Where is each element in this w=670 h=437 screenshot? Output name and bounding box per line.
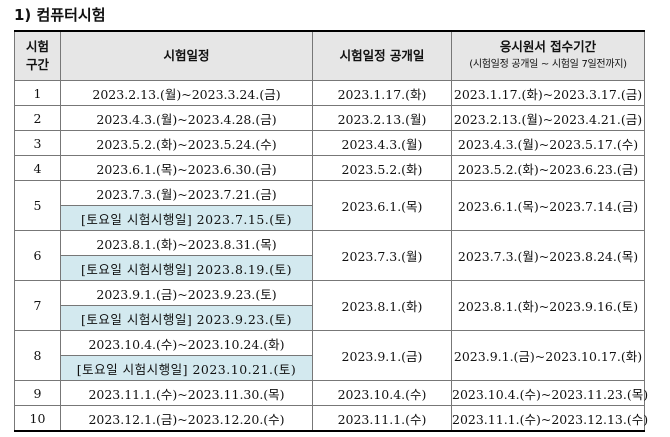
open-date: 2023.10.4.(수) [312,380,452,406]
application-period: 2023.1.17.(화)~2023.3.17.(금) [451,80,645,106]
section-number: 7 [14,280,61,331]
exam-schedule: 2023.12.1.(금)~2023.12.20.(수) [60,405,313,432]
open-date: 2023.9.1.(금) [312,330,452,381]
application-period: 2023.6.1.(목)~2023.7.14.(금) [451,180,645,231]
application-period: 2023.10.4.(수)~2023.11.23.(목) [451,380,648,406]
section-number: 1 [14,80,61,106]
open-date: 2023.2.13.(월) [312,105,452,131]
application-period: 2023.5.2.(화)~2023.6.23.(금) [451,155,645,181]
exam-schedule: 2023.6.1.(목)~2023.6.30.(금) [60,155,313,181]
saturday-exam-date: [토요일 시험시행일] 2023.9.23.(토) [60,305,313,331]
table-row: 4 2023.6.1.(목)~2023.6.30.(금) 2023.5.2.(화) 2… [14,155,645,181]
exam-schedule: 2023.9.1.(금)~2023.9.23.(토) [60,280,313,306]
exam-schedule: 2023.5.2.(화)~2023.5.24.(수) [60,130,313,156]
open-date: 2023.8.1.(화) [312,280,452,331]
open-date: 2023.7.3.(월) [312,230,452,281]
exam-schedule: 2023.2.13.(월)~2023.3.24.(금) [60,80,313,106]
header-application-period: 응시원서 접수기간 (시험일정 공개일 ~ 시험일 7일전까지) [451,30,645,81]
exam-schedule: 2023.10.4.(수)~2023.10.24.(화) [60,330,313,356]
table-body: 1 2023.2.13.(월)~2023.3.24.(금) 2023.1.17.(화… [14,80,648,432]
exam-schedule: 2023.11.1.(수)~2023.11.30.(목) [60,380,313,406]
section-title: 1) 컴퓨터시험 [14,6,106,24]
section-number: 5 [14,180,61,231]
section-number: 8 [14,330,61,381]
open-date: 2023.4.3.(월) [312,130,452,156]
application-period: 2023.11.1.(수)~2023.12.13.(수) [451,405,648,432]
open-date: 2023.5.2.(화) [312,155,452,181]
section-number: 10 [14,405,61,432]
open-date: 2023.11.1.(수) [312,405,452,432]
table-row: 9 2023.11.1.(수)~2023.11.30.(목) 2023.10.4.(… [14,380,648,406]
table-row: 5 2023.7.3.(월)~2023.7.21.(금) 2023.6.1.(목) 2… [14,180,645,231]
section-number: 4 [14,155,61,181]
section-number: 6 [14,230,61,281]
exam-schedule: 2023.8.1.(화)~2023.8.31.(목) [60,230,313,256]
table-row: 1 2023.2.13.(월)~2023.3.24.(금) 2023.1.17.(화… [14,80,645,106]
open-date: 2023.6.1.(목) [312,180,452,231]
header-schedule: 시험일정 [60,30,313,81]
header-application-line2: (시험일정 공개일 ~ 시험일 7일전까지) [469,59,627,70]
table-row-saturday: [토요일 시험시행일] 2023.8.19.(토) [15,255,645,281]
table-row-saturday: [토요일 시험시행일] 2023.10.21.(토) [15,355,645,381]
application-period: 2023.7.3.(월)~2023.8.24.(목) [451,230,645,281]
header-section-line1: 시험 [25,39,49,54]
saturday-exam-date: [토요일 시험시행일] 2023.10.21.(토) [60,355,313,381]
table-row: 2 2023.4.3.(월)~2023.4.28.(금) 2023.2.13.(월)… [14,105,645,131]
application-period: 2023.2.13.(월)~2023.4.21.(금) [451,105,645,131]
open-date: 2023.1.17.(화) [312,80,452,106]
header-open-date: 시험일정 공개일 [312,30,452,81]
section-number: 3 [14,130,61,156]
table-row: 10 2023.12.1.(금)~2023.12.20.(수) 2023.11.1.… [14,405,648,432]
exam-schedule-table: 시험 구간 시험일정 시험일정 공개일 응시원서 접수기간 (시험일정 공개일 … [14,30,648,432]
table-row: 3 2023.5.2.(화)~2023.5.24.(수) 2023.4.3.(월) 2… [14,130,645,156]
header-section-line2: 구간 [25,57,49,72]
table-row: 6 2023.8.1.(화)~2023.8.31.(목) 2023.7.3.(월) 2… [14,230,645,281]
application-period: 2023.9.1.(금)~2023.10.17.(화) [451,330,645,381]
header-application-line1: 응시원서 접수기간 [499,39,597,54]
saturday-exam-date: [토요일 시험시행일] 2023.7.15.(토) [60,205,313,231]
table-row: 8 2023.10.4.(수)~2023.10.24.(화) 2023.9.1.(금… [14,330,645,381]
section-number: 9 [14,380,61,406]
table-row: 7 2023.9.1.(금)~2023.9.23.(토) 2023.8.1.(화) 2… [14,280,645,331]
exam-schedule: 2023.7.3.(월)~2023.7.21.(금) [60,180,313,206]
header-row: 시험 구간 시험일정 시험일정 공개일 응시원서 접수기간 (시험일정 공개일 … [14,30,645,81]
saturday-exam-date: [토요일 시험시행일] 2023.8.19.(토) [60,255,313,281]
header-section: 시험 구간 [14,30,61,81]
exam-schedule: 2023.4.3.(월)~2023.4.28.(금) [60,105,313,131]
section-number: 2 [14,105,61,131]
application-period: 2023.4.3.(월)~2023.5.17.(수) [451,130,645,156]
table-row-saturday: [토요일 시험시행일] 2023.7.15.(토) [15,205,645,231]
application-period: 2023.8.1.(화)~2023.9.16.(토) [451,280,645,331]
